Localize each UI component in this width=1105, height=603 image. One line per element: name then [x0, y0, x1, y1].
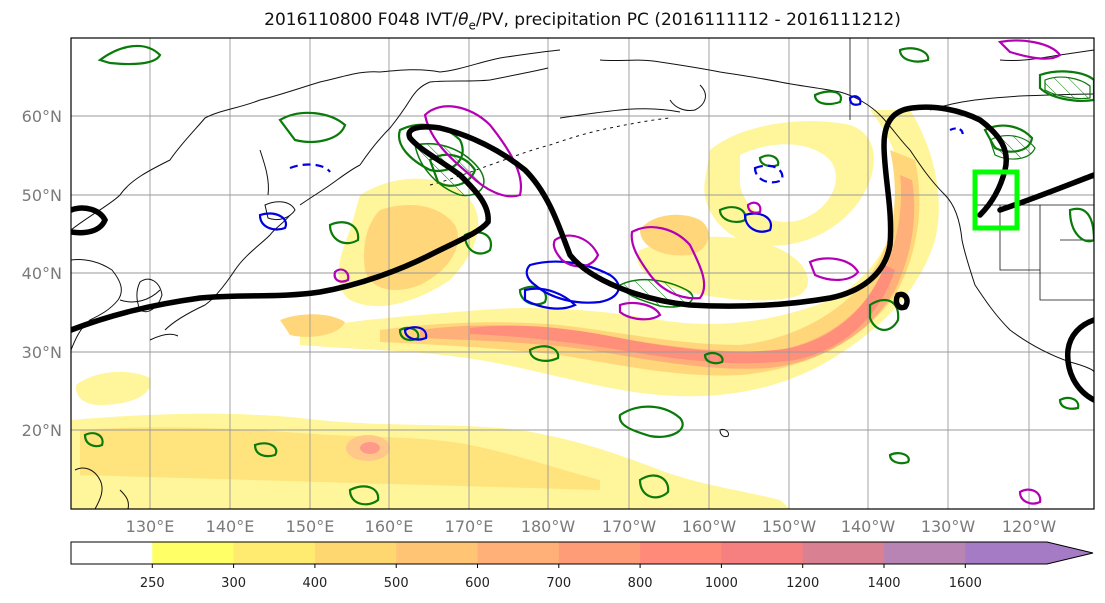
lon-label: 150°W — [762, 517, 817, 536]
colorbar-tick-label: 300 — [221, 576, 246, 591]
latitude-labels: 60°N 50°N 40°N 30°N 20°N — [22, 107, 62, 440]
colorbar: 250 300 400 500 600 700 800 1000 1200 1400 1600 — [70, 541, 1094, 591]
colorbar-swatch — [558, 542, 641, 564]
colorbar-swatch — [477, 542, 560, 564]
colorbar-swatch — [71, 542, 153, 564]
colorbar-swatch — [640, 542, 722, 564]
colorbar-swatch — [802, 542, 885, 564]
lon-label: 140°W — [841, 517, 896, 536]
lon-label: 150°E — [286, 517, 335, 536]
lon-label: 140°E — [206, 517, 255, 536]
lat-label: 50°N — [22, 186, 62, 205]
colorbar-tick-label: 700 — [546, 576, 571, 591]
colorbar-swatch — [965, 542, 1093, 564]
graticule — [71, 38, 1094, 509]
plot-title: 2016110800 F048 IVT/θe/PV, precipitation… — [264, 10, 901, 33]
lon-label: 160°E — [365, 517, 414, 536]
colorbar-swatch — [152, 542, 235, 564]
lon-label: 170°W — [602, 517, 657, 536]
colorbar-swatch — [233, 542, 316, 564]
colorbar-ticks: 250 300 400 500 600 700 800 1000 1200 1400 1600 — [140, 564, 982, 591]
colorbar-tick-label: 600 — [465, 576, 490, 591]
lat-label: 40°N — [22, 264, 62, 283]
lat-label: 20°N — [22, 421, 62, 440]
ivt-threshold-contour — [71, 104, 1094, 403]
colorbar-tick-label: 250 — [140, 576, 165, 591]
lon-label: 160°W — [682, 517, 737, 536]
colorbar-frame — [70, 541, 1094, 565]
lat-label: 60°N — [22, 107, 62, 126]
lon-label: 130°W — [921, 517, 976, 536]
lon-label: 180°W — [521, 517, 576, 536]
longitude-labels: 130°E 140°E 150°E 160°E 170°E 180°W 170°… — [126, 517, 1057, 536]
colorbar-tick-label: 800 — [628, 576, 653, 591]
region-box — [972, 169, 1020, 231]
colorbar-tick-label: 1600 — [949, 576, 982, 591]
pv-contours — [333, 39, 1062, 505]
map-frame — [70, 37, 1095, 510]
lon-label: 170°E — [445, 517, 494, 536]
colorbar-tick-label: 1400 — [867, 576, 900, 591]
colorbar-swatch — [314, 542, 397, 564]
colorbar-swatch — [721, 542, 804, 564]
colorbar-swatches — [71, 542, 1093, 564]
colorbar-tick-label: 500 — [384, 576, 409, 591]
lon-label: 130°E — [126, 517, 175, 536]
colorbar-swatch — [396, 542, 478, 564]
colorbar-tick-label: 1200 — [786, 576, 819, 591]
lon-label: 120°W — [1002, 517, 1057, 536]
colorbar-tick-label: 400 — [302, 576, 327, 591]
map-content — [71, 38, 1094, 509]
lat-label: 30°N — [22, 343, 62, 362]
colorbar-tick-label: 1000 — [705, 576, 738, 591]
colorbar-swatch — [884, 542, 966, 564]
